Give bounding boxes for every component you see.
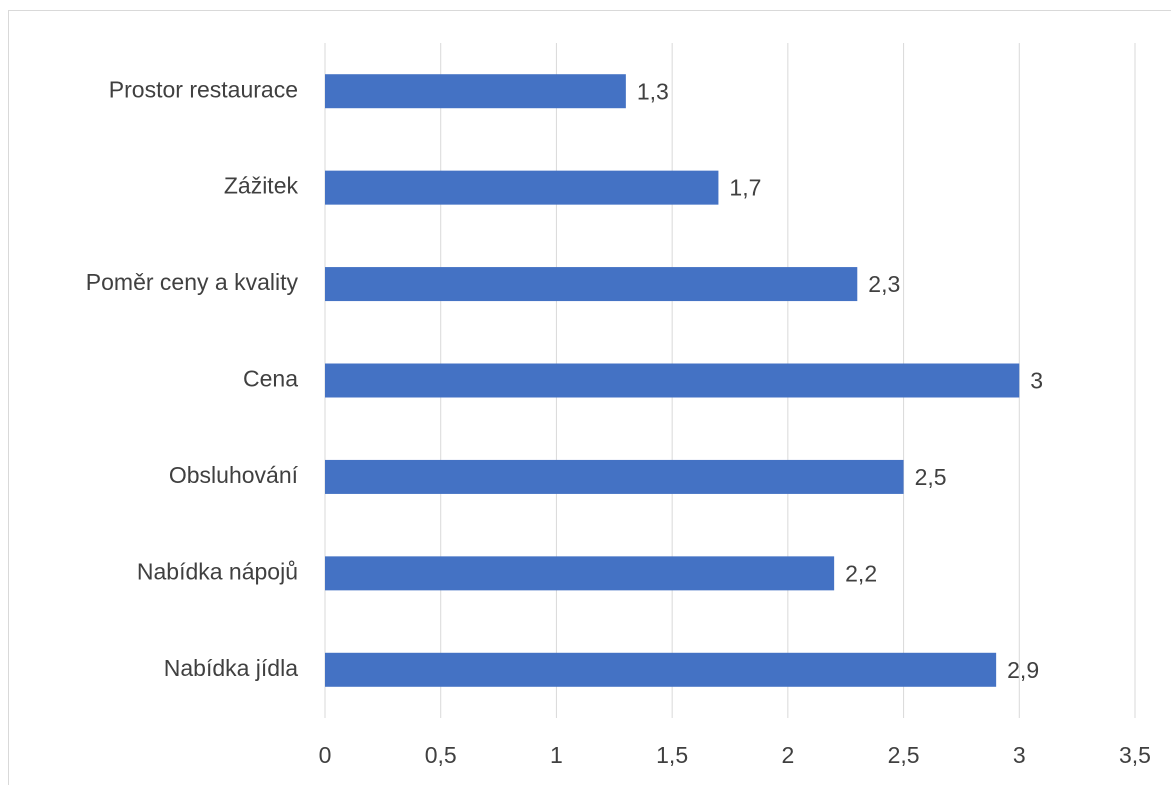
data-label: 2,3 bbox=[868, 271, 900, 297]
data-label: 1,7 bbox=[729, 175, 761, 201]
x-tick-label: 3 bbox=[1013, 742, 1026, 768]
data-label: 2,9 bbox=[1007, 657, 1039, 683]
x-tick-label: 0,5 bbox=[425, 742, 457, 768]
y-tick-label: Poměr ceny a kvality bbox=[86, 269, 299, 295]
x-tick-label: 2,5 bbox=[888, 742, 920, 768]
y-tick-label: Nabídka nápojů bbox=[137, 558, 298, 584]
bar bbox=[325, 267, 858, 302]
x-tick-label: 3,5 bbox=[1119, 742, 1151, 768]
data-label: 2,5 bbox=[915, 464, 947, 490]
data-label: 3 bbox=[1030, 368, 1043, 394]
data-label: 1,3 bbox=[637, 78, 669, 104]
y-tick-label: Zážitek bbox=[224, 173, 299, 199]
data-label: 2,2 bbox=[845, 560, 877, 586]
y-tick-label: Cena bbox=[243, 366, 298, 392]
bar bbox=[325, 652, 997, 687]
x-tick-label: 1,5 bbox=[656, 742, 688, 768]
y-tick-label: Obsluhování bbox=[169, 462, 299, 488]
x-tick-label: 2 bbox=[781, 742, 794, 768]
x-tick-label: 1 bbox=[550, 742, 563, 768]
bar bbox=[325, 556, 835, 591]
y-tick-label: Nabídka jídla bbox=[164, 655, 298, 681]
bar bbox=[325, 170, 719, 205]
bar bbox=[325, 459, 904, 494]
y-tick-label: Prostor restaurace bbox=[109, 76, 298, 102]
bar bbox=[325, 363, 1020, 398]
x-tick-label: 0 bbox=[319, 742, 332, 768]
bar bbox=[325, 74, 626, 109]
